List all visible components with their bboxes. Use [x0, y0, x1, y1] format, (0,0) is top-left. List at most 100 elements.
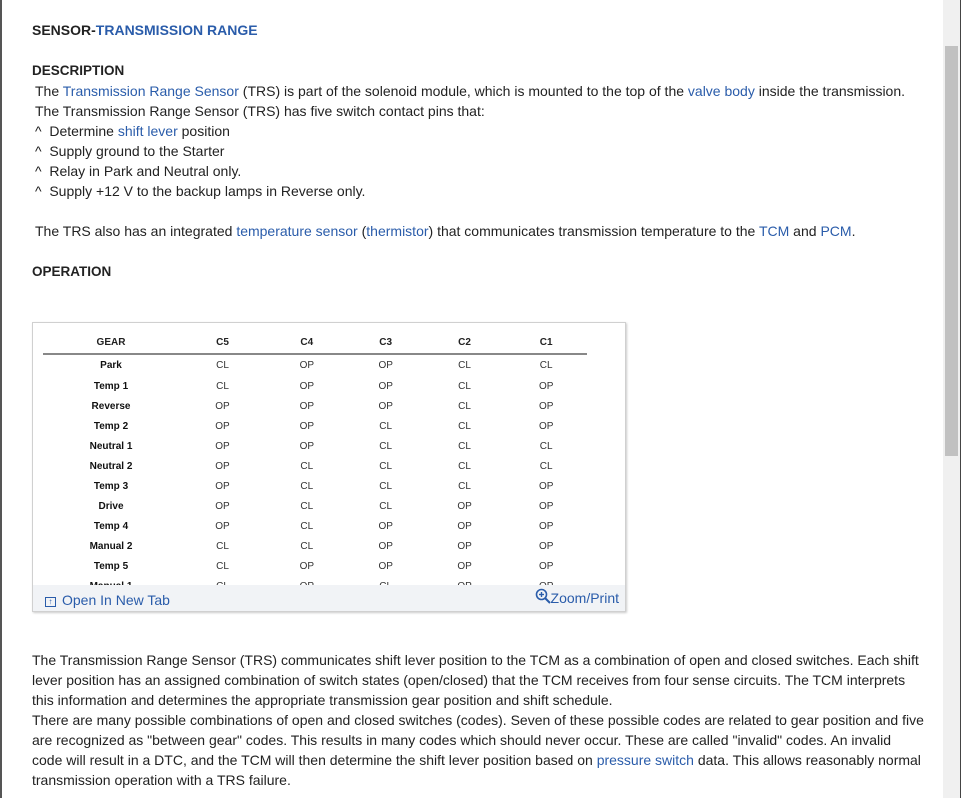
table-row: Temp 3 OP CL CL CL OP: [43, 477, 587, 497]
vertical-scrollbar[interactable]: [943, 0, 961, 798]
table-row: Drive OP CL CL OP OP: [43, 497, 587, 517]
switch-state-cell: CL: [379, 421, 393, 432]
text-run: and: [789, 223, 821, 239]
text-run: ^ Relay in Park and Neutral only.: [35, 163, 242, 179]
text-run: inside the transmission.: [754, 83, 906, 99]
title-link[interactable]: TRANSMISSION RANGE: [95, 22, 258, 38]
switch-state-cell: OP: [215, 441, 230, 452]
column-header: C4: [266, 333, 348, 355]
text-run: The Transmission Range Sensor (TRS) comm…: [32, 652, 919, 708]
gear-cell: Temp 5: [93, 561, 129, 572]
switch-state-cell: OP: [457, 541, 472, 552]
gear-cell: Temp 2: [93, 421, 129, 432]
operation-text: The Transmission Range Sensor (TRS) comm…: [32, 650, 925, 790]
gear-cell: Park: [100, 360, 122, 371]
text-run: (: [357, 223, 367, 239]
description-line: [35, 201, 905, 221]
switch-state-cell: CL: [300, 501, 314, 512]
switch-state-cell: OP: [299, 381, 315, 392]
switch-state-cell: CL: [458, 421, 471, 432]
switch-state-cell: OP: [215, 501, 230, 512]
switch-state-cell: OP: [457, 501, 472, 512]
column-header: C3: [347, 333, 424, 355]
gear-switch-table-figure: GEAR C5 C4 C3 C2 C1 Park CL OP OP CL CL Temp 1 CL OP O…: [32, 322, 626, 612]
text-run: The: [35, 83, 63, 99]
inline-link[interactable]: TCM: [758, 223, 790, 239]
switch-state-cell: OP: [299, 401, 315, 412]
gear-cell: Temp 1: [93, 381, 129, 392]
inline-link[interactable]: shift lever: [117, 123, 178, 139]
text-run: data. This allows reasonably normal tran…: [32, 752, 921, 788]
switch-state-cell: OP: [378, 381, 393, 392]
description-section: The Transmission Range Sensor (TRS) is p…: [35, 81, 905, 241]
switch-state-cell: OP: [378, 360, 393, 371]
text-run: ^ Supply ground to the Starter: [35, 143, 225, 159]
switch-state-cell: OP: [457, 561, 472, 572]
switch-state-cell: OP: [538, 421, 554, 432]
text-run: ) that communicates transmission tempera…: [428, 223, 759, 239]
inline-link[interactable]: temperature sensor: [236, 223, 358, 239]
switch-state-cell: OP: [215, 461, 230, 472]
switch-state-cell: OP: [538, 541, 554, 552]
switch-state-cell: CL: [216, 360, 229, 371]
switch-state-cell: OP: [299, 360, 315, 371]
switch-state-cell: CL: [458, 381, 471, 392]
figure-toolbar: ↑ Open In New Tab Zoom/Print: [33, 585, 625, 611]
description-line: ^ Determine shift lever position: [35, 121, 905, 141]
title-prefix: SENSOR-: [32, 22, 96, 38]
switch-state-cell: CL: [379, 461, 393, 472]
switch-state-cell: CL: [300, 541, 314, 552]
table-row: Temp 1 CL OP OP CL OP: [43, 377, 587, 397]
switch-state-cell: CL: [458, 401, 471, 412]
inline-link[interactable]: PCM: [820, 223, 852, 239]
inline-link[interactable]: valve body: [687, 83, 755, 99]
inline-link[interactable]: Transmission Range Sensor: [62, 83, 239, 99]
switch-state-cell: OP: [299, 441, 315, 452]
switch-state-cell: OP: [215, 421, 230, 432]
paragraph: The Transmission Range Sensor (TRS) comm…: [32, 650, 925, 710]
table-row: Temp 5 CL OP OP OP OP: [43, 557, 587, 577]
text-run: ^ Determine: [35, 123, 118, 139]
description-line: The Transmission Range Sensor (TRS) has …: [35, 101, 905, 121]
switch-state-cell: OP: [538, 561, 554, 572]
gear-cell: Neutral 2: [89, 461, 133, 472]
switch-state-cell: CL: [539, 360, 553, 371]
switch-state-cell: CL: [216, 541, 229, 552]
switch-state-cell: OP: [299, 561, 315, 572]
switch-state-cell: CL: [539, 461, 553, 472]
description-line: The TRS also has an integrated temperatu…: [35, 221, 905, 241]
switch-state-cell: OP: [215, 521, 230, 532]
text-run: The Transmission Range Sensor (TRS) has …: [35, 103, 485, 119]
switch-state-cell: CL: [300, 481, 314, 492]
table-row: Temp 4 OP CL OP OP OP: [43, 517, 587, 537]
description-line: ^ Supply ground to the Starter: [35, 141, 905, 161]
inline-link[interactable]: thermistor: [366, 223, 429, 239]
column-header: C2: [423, 333, 506, 355]
text-run: [35, 203, 39, 219]
switch-state-cell: OP: [378, 561, 393, 572]
text-run: The TRS also has an integrated: [35, 223, 237, 239]
switch-state-cell: CL: [379, 481, 393, 492]
open-new-tab-icon: ↑: [45, 597, 56, 607]
switch-state-cell: OP: [215, 481, 230, 492]
gear-cell: Temp 3: [93, 481, 129, 492]
inline-link[interactable]: pressure switch: [596, 752, 694, 768]
column-header: C5: [179, 333, 267, 355]
switch-state-cell: OP: [538, 481, 554, 492]
text-run: .: [851, 223, 856, 239]
open-in-new-tab-link[interactable]: ↑ Open In New Tab: [45, 590, 170, 610]
description-heading: DESCRIPTION: [32, 63, 125, 78]
column-header: C1: [505, 333, 587, 355]
switch-state-cell: CL: [458, 360, 471, 371]
open-in-new-tab-label: Open In New Tab: [62, 592, 170, 608]
gear-cell: Drive: [98, 501, 124, 512]
gear-switch-table: GEAR C5 C4 C3 C2 C1 Park CL OP OP CL CL Temp 1 CL OP O…: [43, 333, 587, 597]
zoom-print-link[interactable]: Zoom/Print: [535, 588, 619, 608]
switch-state-cell: CL: [216, 381, 229, 392]
table-row: Temp 2 OP OP CL CL OP: [43, 417, 587, 437]
switch-state-cell: OP: [378, 401, 393, 412]
text-run: There are many possible combinations of …: [32, 712, 924, 768]
description-line: ^ Relay in Park and Neutral only.: [35, 161, 905, 181]
scrollbar-thumb[interactable]: [945, 46, 958, 456]
switch-state-cell: CL: [458, 441, 471, 452]
